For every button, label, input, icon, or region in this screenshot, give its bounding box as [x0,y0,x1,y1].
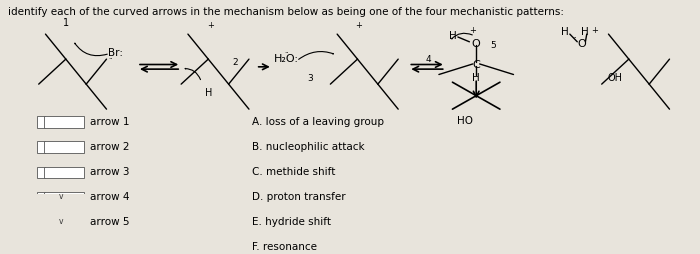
FancyArrowPatch shape [75,43,107,56]
Text: H: H [473,73,480,83]
Text: v: v [59,192,63,201]
Text: 5: 5 [490,41,496,50]
Text: arrow 1: arrow 1 [90,117,129,127]
Text: C. methide shift: C. methide shift [253,167,336,177]
FancyArrowPatch shape [452,33,472,39]
Text: v: v [59,117,63,126]
Text: Br:: Br: [108,48,123,58]
FancyBboxPatch shape [37,216,46,228]
Text: H₂O:: H₂O: [274,54,299,64]
FancyBboxPatch shape [37,192,46,203]
FancyBboxPatch shape [37,141,46,153]
Text: H: H [449,31,456,41]
FancyArrowPatch shape [299,52,333,59]
Text: +: + [470,26,476,35]
Text: 3: 3 [307,74,313,83]
FancyBboxPatch shape [44,167,84,178]
Text: +: + [592,26,598,35]
Text: arrow 2: arrow 2 [90,142,129,152]
Text: 4: 4 [426,55,431,64]
Text: arrow 5: arrow 5 [90,217,129,227]
Text: C: C [473,60,480,70]
Text: ··: ·· [284,50,288,56]
FancyBboxPatch shape [44,117,84,128]
FancyBboxPatch shape [44,192,84,203]
Text: identify each of the curved arrows in the mechanism below as being one of the fo: identify each of the curved arrows in th… [8,7,564,17]
FancyBboxPatch shape [37,117,46,128]
Text: O: O [472,39,481,49]
FancyBboxPatch shape [44,216,84,228]
Text: H: H [581,27,589,37]
Text: H: H [561,27,568,37]
Text: +: + [356,21,363,30]
Text: OH: OH [608,73,623,83]
Text: v: v [59,167,63,176]
Text: O: O [577,39,586,49]
Text: A. loss of a leaving group: A. loss of a leaving group [253,117,384,127]
Text: arrow 4: arrow 4 [90,192,129,202]
Text: v: v [59,217,63,226]
Text: ··: ·· [108,56,113,62]
FancyBboxPatch shape [37,167,46,178]
Text: ··: ·· [573,35,577,41]
Text: v: v [59,142,63,151]
Text: D. proton transfer: D. proton transfer [253,192,346,202]
Text: +: + [207,21,214,30]
Text: F. resonance: F. resonance [253,242,317,252]
Text: HO: HO [456,116,473,126]
Text: B. nucleophilic attack: B. nucleophilic attack [253,142,365,152]
Text: 1: 1 [63,18,69,28]
FancyBboxPatch shape [44,141,84,153]
FancyArrowPatch shape [186,68,200,80]
Text: H: H [204,88,212,98]
Text: E. hydride shift: E. hydride shift [253,217,331,227]
Text: 2: 2 [232,58,238,68]
Text: arrow 3: arrow 3 [90,167,129,177]
